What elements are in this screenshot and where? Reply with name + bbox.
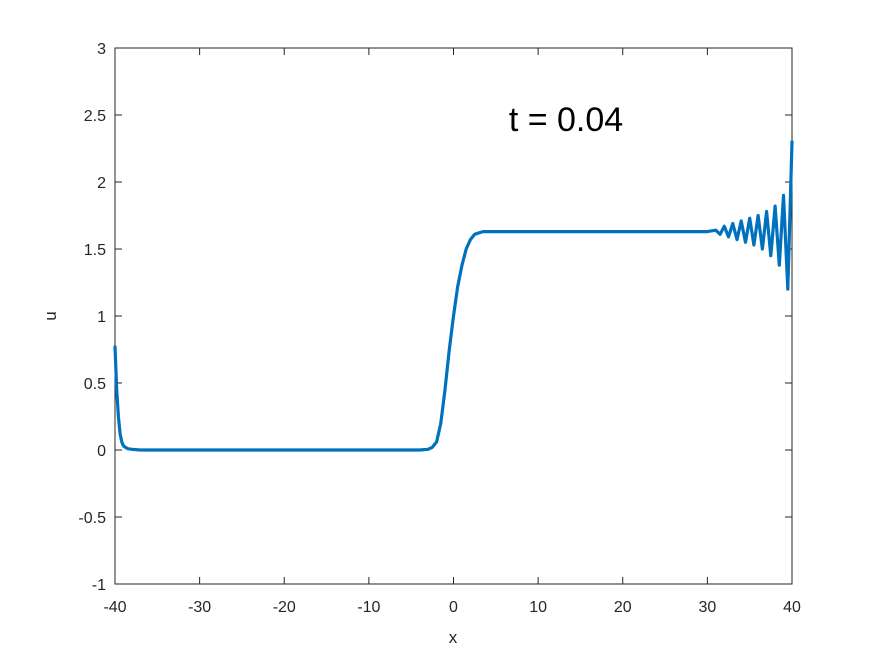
x-tick-label: -40 <box>103 599 126 616</box>
x-tick-label: -10 <box>357 599 380 616</box>
annotation-text: t = 0.04 <box>509 101 623 139</box>
y-axis-label: u <box>41 311 60 320</box>
y-axis-ticks: -1 -0.5 0 0.5 1 1.5 2 2.5 3 <box>78 41 792 594</box>
x-tick-label: 40 <box>783 599 801 616</box>
x-axis-ticks: -40 -30 -20 -10 0 10 20 30 40 <box>103 48 801 616</box>
y-tick-label: -1 <box>92 577 106 594</box>
y-tick-label: 2.5 <box>84 108 106 125</box>
y-tick-label: 2 <box>97 175 106 192</box>
x-axis-label: x <box>449 628 458 647</box>
y-tick-label: 1 <box>97 309 106 326</box>
series-line <box>113 140 794 452</box>
x-tick-label: 30 <box>698 599 716 616</box>
x-tick-label: 10 <box>529 599 547 616</box>
y-tick-label: 0 <box>97 443 106 460</box>
y-tick-label: 1.5 <box>84 242 106 259</box>
x-tick-label: -30 <box>188 599 211 616</box>
x-tick-label: 20 <box>614 599 632 616</box>
y-tick-label: 3 <box>97 41 106 58</box>
x-tick-label: 0 <box>449 599 458 616</box>
x-tick-label: -20 <box>273 599 296 616</box>
y-tick-label: 0.5 <box>84 376 106 393</box>
y-tick-label: -0.5 <box>78 510 106 527</box>
